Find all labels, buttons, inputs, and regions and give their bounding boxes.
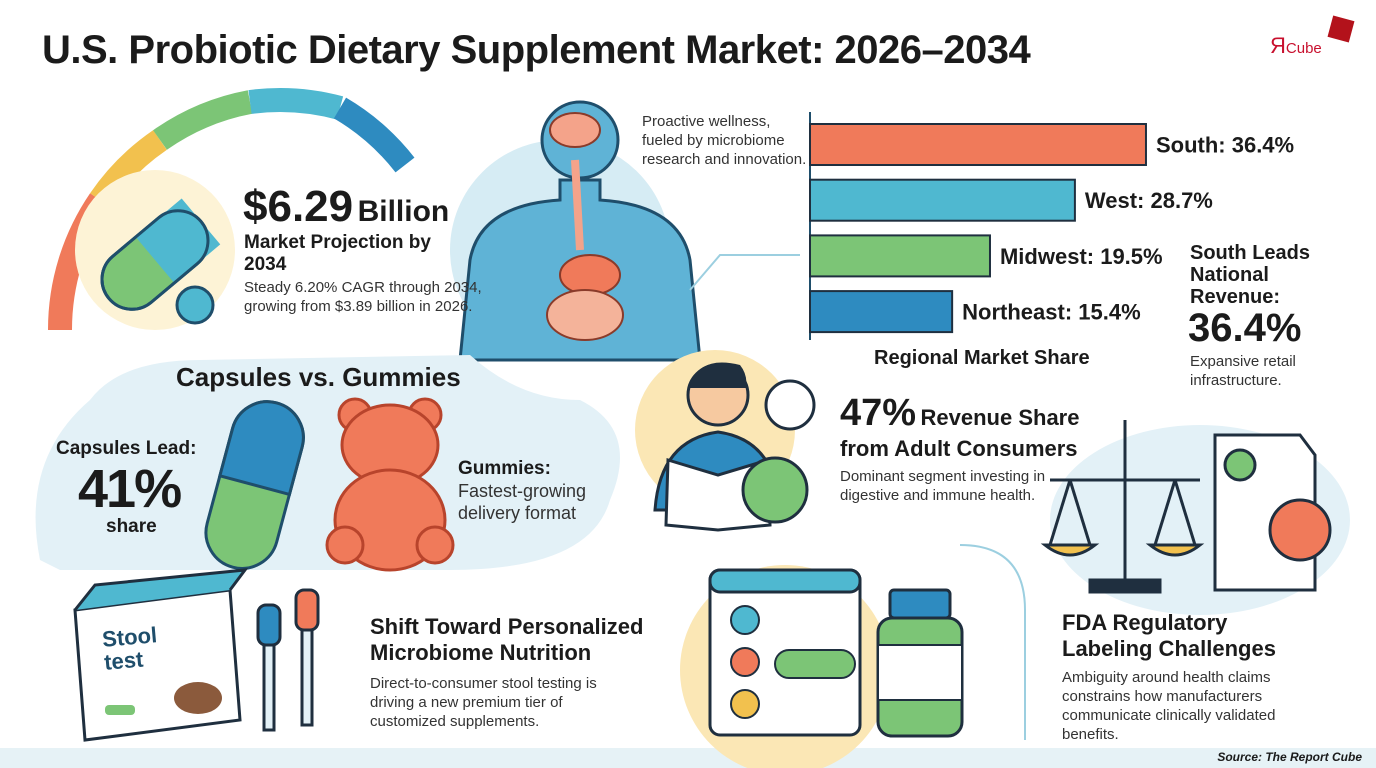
bar-label: South: 36.4% xyxy=(1156,133,1294,158)
bar-label: Midwest: 19.5% xyxy=(1000,244,1163,269)
bar xyxy=(809,123,1147,166)
bottle-label xyxy=(877,644,963,701)
source: Source: The Report Cube xyxy=(1217,750,1362,764)
projection-unit: Billion xyxy=(357,195,450,228)
pill xyxy=(100,198,221,311)
adults-value: 47% xyxy=(840,392,917,434)
esophagus xyxy=(571,159,584,251)
footer-band xyxy=(0,748,1376,768)
app-pill xyxy=(774,649,856,679)
personalized-text: Direct-to-consumer stool testing is driv… xyxy=(370,675,597,730)
south-text: Expansive retail infrastructure. xyxy=(1190,353,1296,389)
adults-title: Revenue Share xyxy=(920,405,1080,430)
capsules-value: 41% xyxy=(78,459,182,519)
app-icon xyxy=(730,605,760,635)
bar-label: Northeast: 15.4% xyxy=(962,300,1141,325)
stomach xyxy=(559,254,621,296)
connector xyxy=(689,254,800,291)
stool-test-label: Stool test xyxy=(101,622,159,675)
question-circle xyxy=(1268,498,1332,562)
fda-text: Ambiguity around health claims constrain… xyxy=(1062,669,1276,743)
formats-title: Capsules vs. Gummies xyxy=(176,362,461,392)
bar-label: West: 28.7% xyxy=(1085,188,1213,213)
bar xyxy=(809,290,954,334)
wellness-text: Proactive wellness, fueled by microbiome… xyxy=(642,113,807,168)
capsules-unit: share xyxy=(106,516,157,537)
formats-bg xyxy=(35,355,621,570)
check-circle xyxy=(1223,448,1257,482)
app-bar xyxy=(708,568,862,594)
gummy-bear xyxy=(325,397,455,572)
brain xyxy=(549,112,601,148)
gut-badge xyxy=(741,456,809,524)
adults-text: Dominant segment investing in digestive … xyxy=(840,468,1046,504)
title: U.S. Probiotic Dietary Supplement Market… xyxy=(42,28,1031,72)
gummies-text: Fastest-growing delivery format xyxy=(458,481,587,523)
chart-title: Regional Market Share xyxy=(874,347,1090,369)
droppers xyxy=(256,588,320,732)
logo-mark: Я xyxy=(1270,33,1286,58)
bar xyxy=(809,234,991,278)
app-icon xyxy=(730,689,760,719)
fda-title: FDA Regulatory Labeling Challenges xyxy=(1062,610,1276,661)
speech-bubble xyxy=(764,379,816,431)
logo-text: Cube xyxy=(1285,40,1322,57)
sample xyxy=(174,682,222,714)
projection-headline: $6.29 Billion xyxy=(243,182,449,232)
capsules-label: Capsules Lead: xyxy=(56,438,197,459)
stool-box-top xyxy=(73,568,249,611)
stool-box-strip xyxy=(105,705,135,715)
personalized-title: Shift Toward Personalized Microbiome Nut… xyxy=(370,614,644,665)
logo: ЯCube xyxy=(1270,33,1322,59)
gummies-title: Gummies: xyxy=(458,458,551,479)
projection-value: $6.29 xyxy=(243,182,354,231)
capsule xyxy=(204,400,305,570)
projection-label: Market Projection by 2034 xyxy=(244,232,431,275)
gear xyxy=(175,285,215,325)
south-title: South Leads National Revenue: xyxy=(1190,242,1311,308)
connector xyxy=(959,544,1026,740)
logo-cube xyxy=(1327,15,1355,43)
bottle-cap xyxy=(888,588,952,620)
app-icon xyxy=(730,647,760,677)
intestines xyxy=(546,289,624,341)
south-value: 36.4% xyxy=(1188,306,1302,350)
projection-text: Steady 6.20% CAGR through 2034, growing … xyxy=(244,279,482,315)
bar xyxy=(809,178,1076,222)
adults-headline: 47% Revenue Share xyxy=(840,392,1079,435)
adults-title-2: from Adult Consumers xyxy=(840,436,1078,461)
